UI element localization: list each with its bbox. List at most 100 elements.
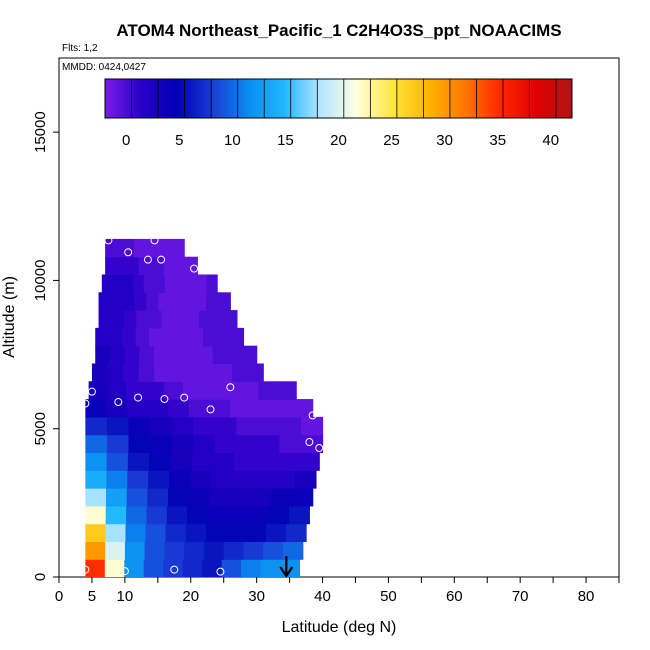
heatmap-cell (128, 416, 151, 436)
y-tick-label: 5000 (32, 412, 49, 445)
heatmap-cell (136, 310, 150, 329)
heatmap-cell (188, 256, 198, 276)
heatmap-cell (227, 505, 249, 525)
heatmap-cell (145, 523, 167, 543)
heatmap-cell (279, 434, 302, 454)
heatmap-cell (191, 452, 214, 471)
heatmap-cell (221, 559, 242, 577)
heatmap-cell (105, 505, 127, 525)
heatmap-cell (138, 256, 148, 276)
heatmap-cell (106, 488, 128, 507)
heatmap-cell (203, 327, 218, 347)
heatmap-cell (133, 274, 145, 293)
heatmap-cell (130, 256, 140, 276)
heatmap-cell (232, 470, 254, 489)
heatmap-cell (127, 452, 150, 471)
heatmap-cell (124, 559, 145, 577)
heatmap-cell (214, 416, 237, 436)
x-tick-label: 40 (314, 588, 331, 605)
heatmap-cell (106, 470, 128, 489)
heatmap-cell (176, 327, 191, 347)
heatmap-cell (85, 416, 108, 436)
heatmap-cell (123, 310, 137, 329)
heatmap-cell (183, 345, 199, 365)
heatmap-cell (172, 256, 182, 276)
observation-marker (315, 443, 324, 452)
heatmap-cell (268, 505, 290, 525)
heatmap-cell (112, 238, 121, 258)
y-axis-label: Altitude (m) (1, 276, 18, 358)
heatmap-cell (144, 541, 166, 560)
observation-marker (104, 236, 113, 245)
heatmap-cell (101, 274, 113, 293)
heatmap-cell (185, 274, 197, 293)
flights-note: Flts: 1,2 (62, 43, 98, 54)
colorbar-tick-label: 0 (122, 132, 130, 149)
heatmap-cell (199, 310, 213, 329)
heatmap-cell (250, 488, 272, 507)
location-arrow (279, 556, 294, 578)
heatmap-cell (229, 488, 252, 507)
observation-marker (302, 562, 311, 571)
heatmap-cell (265, 523, 287, 543)
heatmap-cell (162, 238, 171, 258)
x-tick-label: 70 (512, 588, 529, 605)
heatmap-cell (112, 274, 124, 293)
heatmap-cell (170, 452, 193, 471)
colorbar-tick-label: 15 (277, 132, 294, 149)
observation-marker (180, 393, 189, 402)
heatmap-cell (216, 327, 231, 347)
heatmap-cell (291, 488, 314, 507)
heatmap-cell (205, 523, 227, 543)
heatmap-cell (271, 488, 293, 507)
heatmap-cell (200, 363, 218, 382)
heatmap-cell (155, 238, 164, 258)
heatmap-cell (122, 292, 136, 311)
heatmap-cell (185, 523, 207, 543)
observation-marker (160, 395, 169, 404)
heatmap-cell (135, 327, 150, 347)
heatmap-cell (126, 238, 135, 258)
heatmap-cell (110, 292, 124, 311)
heatmap-cell (223, 541, 245, 560)
heatmap-cell (95, 327, 110, 347)
observation-marker (134, 393, 143, 402)
x-tick-label: 50 (380, 588, 397, 605)
observation-marker (87, 387, 96, 396)
heatmap-cell (146, 292, 160, 311)
colorbar-tick-label: 40 (542, 132, 559, 149)
heatmap-cell (149, 327, 164, 347)
heatmap-cell (297, 452, 320, 471)
heatmap-cell (218, 292, 231, 311)
x-tick-label: 20 (182, 588, 199, 605)
chart-title: ATOM4 Northeast_Pacific_1 C2H4O3S_ppt_NO… (116, 21, 561, 40)
heatmap-cell (113, 256, 123, 276)
heatmap-cell (126, 505, 148, 525)
observation-marker (206, 405, 215, 414)
heatmap-cell (161, 310, 175, 329)
heatmap-cell (139, 345, 155, 365)
heatmap-cell (105, 523, 127, 543)
heatmap-cell (111, 310, 125, 329)
heatmap-cell (85, 541, 106, 560)
observation-marker (157, 255, 166, 264)
x-tick-label: 30 (248, 588, 265, 605)
observation-markers (81, 236, 324, 576)
heatmap-cell (119, 238, 128, 258)
heatmap-cell (253, 470, 275, 489)
heatmap-cell (271, 399, 293, 418)
heatmap-cell (169, 470, 191, 489)
colorbar-tick-label: 35 (489, 132, 506, 149)
heatmap-cell (182, 559, 203, 577)
heatmap-cell (248, 505, 270, 525)
heatmap-cell (121, 256, 131, 276)
heatmap-cell (143, 274, 155, 293)
y-tick-label: 10000 (32, 260, 49, 302)
heatmap-cell (255, 452, 278, 471)
colorbar-tick-label: 10 (224, 132, 241, 149)
observation-marker (190, 264, 199, 273)
heatmap-cell (232, 363, 249, 382)
heatmap-cell (184, 541, 205, 560)
observation-marker (81, 565, 90, 574)
